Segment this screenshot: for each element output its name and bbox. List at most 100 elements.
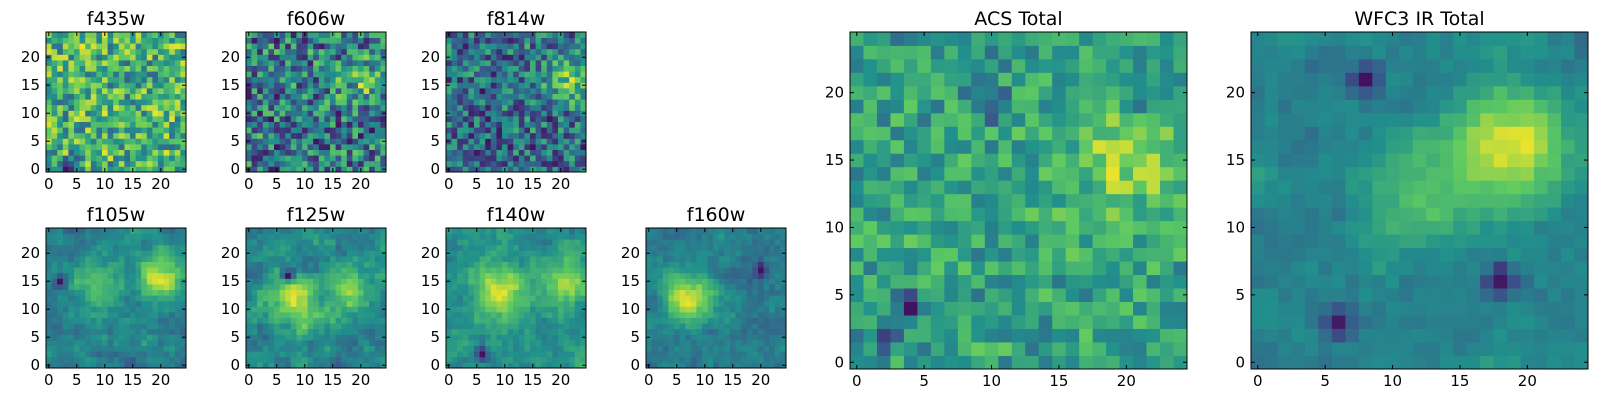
heatmap-cell (496, 144, 503, 150)
heatmap-cell (369, 228, 376, 234)
heatmap-cell (702, 272, 708, 279)
heatmap-cell (313, 54, 320, 61)
heatmap-cell (513, 127, 520, 134)
heatmap-cell (174, 295, 181, 302)
heatmap-cell (68, 239, 75, 246)
heatmap-cell (702, 323, 708, 330)
heatmap-cell (107, 356, 114, 363)
heatmap-cell (462, 166, 469, 173)
heatmap-cell (363, 65, 370, 72)
heatmap-cell (285, 272, 292, 279)
heatmap-cell (546, 144, 553, 150)
heatmap-cell (330, 104, 336, 111)
heatmap-cell (718, 306, 725, 313)
heatmap-cell (318, 351, 325, 358)
heatmap-cell (374, 334, 381, 341)
heatmap-cell (524, 127, 531, 134)
heatmap-cell (262, 138, 269, 145)
heatmap-cell (518, 351, 525, 358)
heatmap-cell (1146, 288, 1161, 302)
heatmap-cell (546, 317, 553, 324)
heatmap-cell (569, 267, 576, 274)
heatmap-cell (530, 54, 536, 61)
heatmap-cell (285, 116, 292, 122)
heatmap-cell (507, 155, 514, 162)
heatmap-cell (496, 116, 503, 122)
heatmap-cell (451, 323, 458, 330)
heatmap-cell (274, 272, 280, 279)
heatmap-cell (563, 104, 570, 111)
heatmap-cell (490, 356, 497, 363)
heatmap-cell (79, 267, 86, 274)
heatmap-cell (513, 99, 520, 106)
heatmap-cell (74, 295, 80, 302)
heatmap-cell (507, 228, 514, 234)
heatmap-cell (51, 233, 58, 240)
heatmap-cell (917, 328, 932, 343)
heatmap-cell (546, 37, 553, 44)
heatmap-cell (96, 104, 103, 111)
heatmap-cell (85, 306, 92, 313)
heatmap-cell (163, 351, 170, 358)
heatmap-cell (74, 160, 80, 167)
heatmap-cell (279, 37, 286, 44)
heatmap-cell (552, 239, 559, 246)
heatmap-cell (713, 261, 720, 268)
heatmap-cell (257, 312, 264, 318)
heatmap-cell (57, 110, 64, 117)
heatmap-cell (479, 121, 486, 128)
heatmap-cell (552, 323, 559, 330)
heatmap-cell (451, 233, 458, 240)
heatmap-cell (335, 345, 342, 352)
heatmap-cell (135, 48, 142, 55)
heatmap-cell (890, 180, 905, 195)
heatmap-cell (174, 48, 181, 55)
heatmap-cell (380, 256, 387, 262)
heatmap-cell (102, 76, 108, 83)
heatmap-cell (324, 312, 331, 318)
heatmap-cell (158, 239, 164, 246)
heatmap-cell (107, 295, 114, 302)
heatmap-cell (46, 160, 52, 167)
heatmap-cell (169, 239, 176, 246)
heatmap-cell (707, 328, 714, 335)
heatmap-cell (141, 356, 148, 363)
heatmap-cell (279, 328, 286, 335)
heatmap-cell (85, 116, 92, 122)
heatmap-cell (552, 284, 559, 290)
heatmap-cell (474, 104, 480, 111)
heatmap-cell (1133, 274, 1147, 289)
heatmap-cell (51, 138, 58, 145)
heatmap-cell (735, 362, 742, 369)
heatmap-cell (346, 93, 353, 100)
heatmap-cell (850, 274, 864, 289)
heatmap-cell (524, 228, 531, 234)
heatmap-cell (352, 289, 359, 296)
heatmap-cell (490, 244, 497, 251)
heatmap-cell (574, 306, 581, 313)
heatmap-cell (346, 289, 353, 296)
heatmap-cell (318, 284, 325, 290)
heatmap-cell (490, 99, 497, 106)
heatmap-cell (96, 93, 103, 100)
heatmap-cell (769, 356, 776, 363)
heatmap-cell (774, 261, 781, 268)
heatmap-cell (358, 244, 364, 251)
heatmap-cell (1065, 247, 1080, 262)
heatmap-cell (1038, 166, 1053, 181)
heatmap-cell (552, 328, 559, 335)
heatmap-cell (490, 300, 497, 307)
heatmap-cell (251, 144, 258, 150)
heatmap-cell (102, 239, 108, 246)
heatmap-cell (51, 104, 58, 111)
heatmap-cell (302, 267, 308, 274)
heatmap-cell (462, 65, 469, 72)
heatmap-cell (174, 110, 181, 117)
heatmap-cell (1160, 342, 1174, 356)
heatmap-cell (262, 312, 269, 318)
heatmap-cell (1160, 315, 1174, 329)
heatmap-cell (163, 32, 170, 38)
heatmap-cell (246, 267, 252, 274)
heatmap-cell (62, 48, 69, 55)
heatmap-cell (268, 116, 275, 122)
